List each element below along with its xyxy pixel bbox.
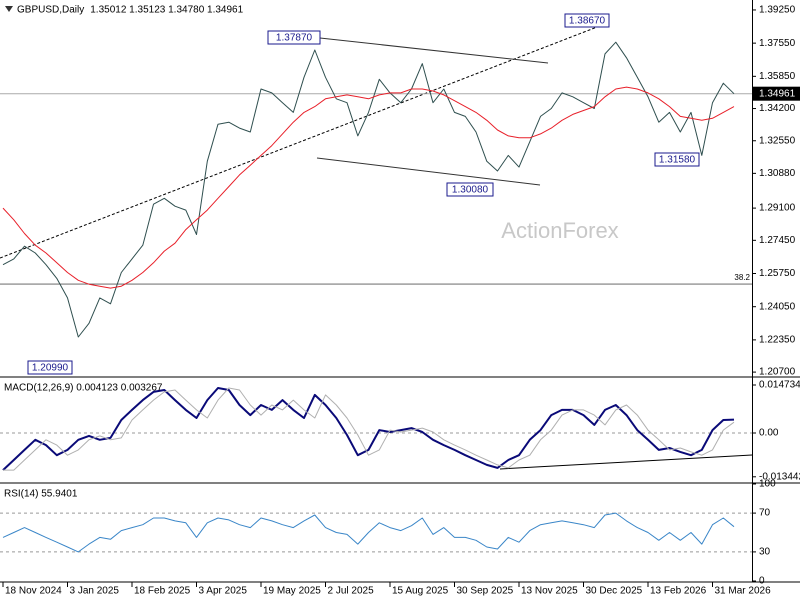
annotation-box [267,30,321,45]
y-tick-label: 1.22350 [759,335,796,346]
y-tick-label: 1.34200 [759,103,796,114]
last-price-label: 1.34961 [759,88,796,99]
x-tick-label: 18 Feb 2025 [134,586,191,597]
y-tick-label: 1.32550 [759,135,796,146]
y-tick-label: 0.00 [759,428,779,439]
y-tick-label: 1.25750 [759,268,796,279]
x-tick-label: 18 Nov 2024 [5,586,62,597]
annotation: 1.30080 [452,185,489,196]
y-tick-label: 70 [759,508,771,519]
x-tick-label: 13 Nov 2025 [521,586,578,597]
annotation-box [446,182,494,197]
x-tick-label: 19 May 2025 [263,586,321,597]
y-tick-label: -0.013442 [759,471,800,482]
fib-label: 38.2 [734,273,750,282]
x-tick-label: 31 Mar 2026 [715,586,772,597]
x-tick-label: 30 Sep 2025 [457,586,514,597]
watermark: ActionForex [501,218,618,243]
x-tick-label: 30 Dec 2025 [586,586,643,597]
menu-icon [5,6,13,12]
y-tick-label: 1.20700 [759,367,796,378]
x-tick-label: 3 Apr 2025 [199,586,248,597]
macd-trend-line [499,454,753,470]
series-line [2,41,735,338]
y-tick-label: 0.014734 [759,380,800,391]
y-tick-label: 1.30880 [759,168,796,179]
y-tick-label: 0 [759,576,765,587]
y-tick-label: 100 [759,479,776,490]
panel-title: MACD(12,26,9) 0.004123 0.003267 [4,383,163,394]
annotation: 1.31580 [659,155,696,166]
x-tick-label: 2 Jul 2025 [328,586,375,597]
panel-subtitle: 1.35012 1.35123 1.34780 1.34961 [90,5,243,16]
y-tick-label: 1.29100 [759,203,796,214]
y-tick-label: 30 [759,547,771,558]
y-tick-label: 1.27450 [759,235,796,246]
y-tick-label: 1.39250 [759,5,796,16]
y-tick-label: 1.37550 [759,38,796,49]
panel-title: RSI(14) 55.9401 [4,489,78,500]
annotation: 1.20990 [32,363,69,374]
annotation: 1.37870 [276,33,313,44]
annotation-box [564,13,610,28]
annotation: 1.38670 [569,16,606,27]
panel-title: GBPUSD,Daily [17,5,84,16]
annotation-box [27,360,73,375]
annotation-box [654,152,700,167]
channel-line [316,157,541,186]
series-line [2,387,735,471]
channel-line [319,37,549,64]
y-tick-label: 1.35850 [759,71,796,82]
x-tick-label: 3 Jan 2025 [70,586,120,597]
series-line [3,387,735,471]
y-tick-label: 1.24050 [759,301,796,312]
series-line [2,86,735,289]
x-tick-label: 15 Aug 2025 [392,586,449,597]
x-tick-label: 13 Feb 2026 [650,586,707,597]
last-price-box [753,86,800,101]
trend-line [0,21,611,259]
series-line [2,512,735,553]
